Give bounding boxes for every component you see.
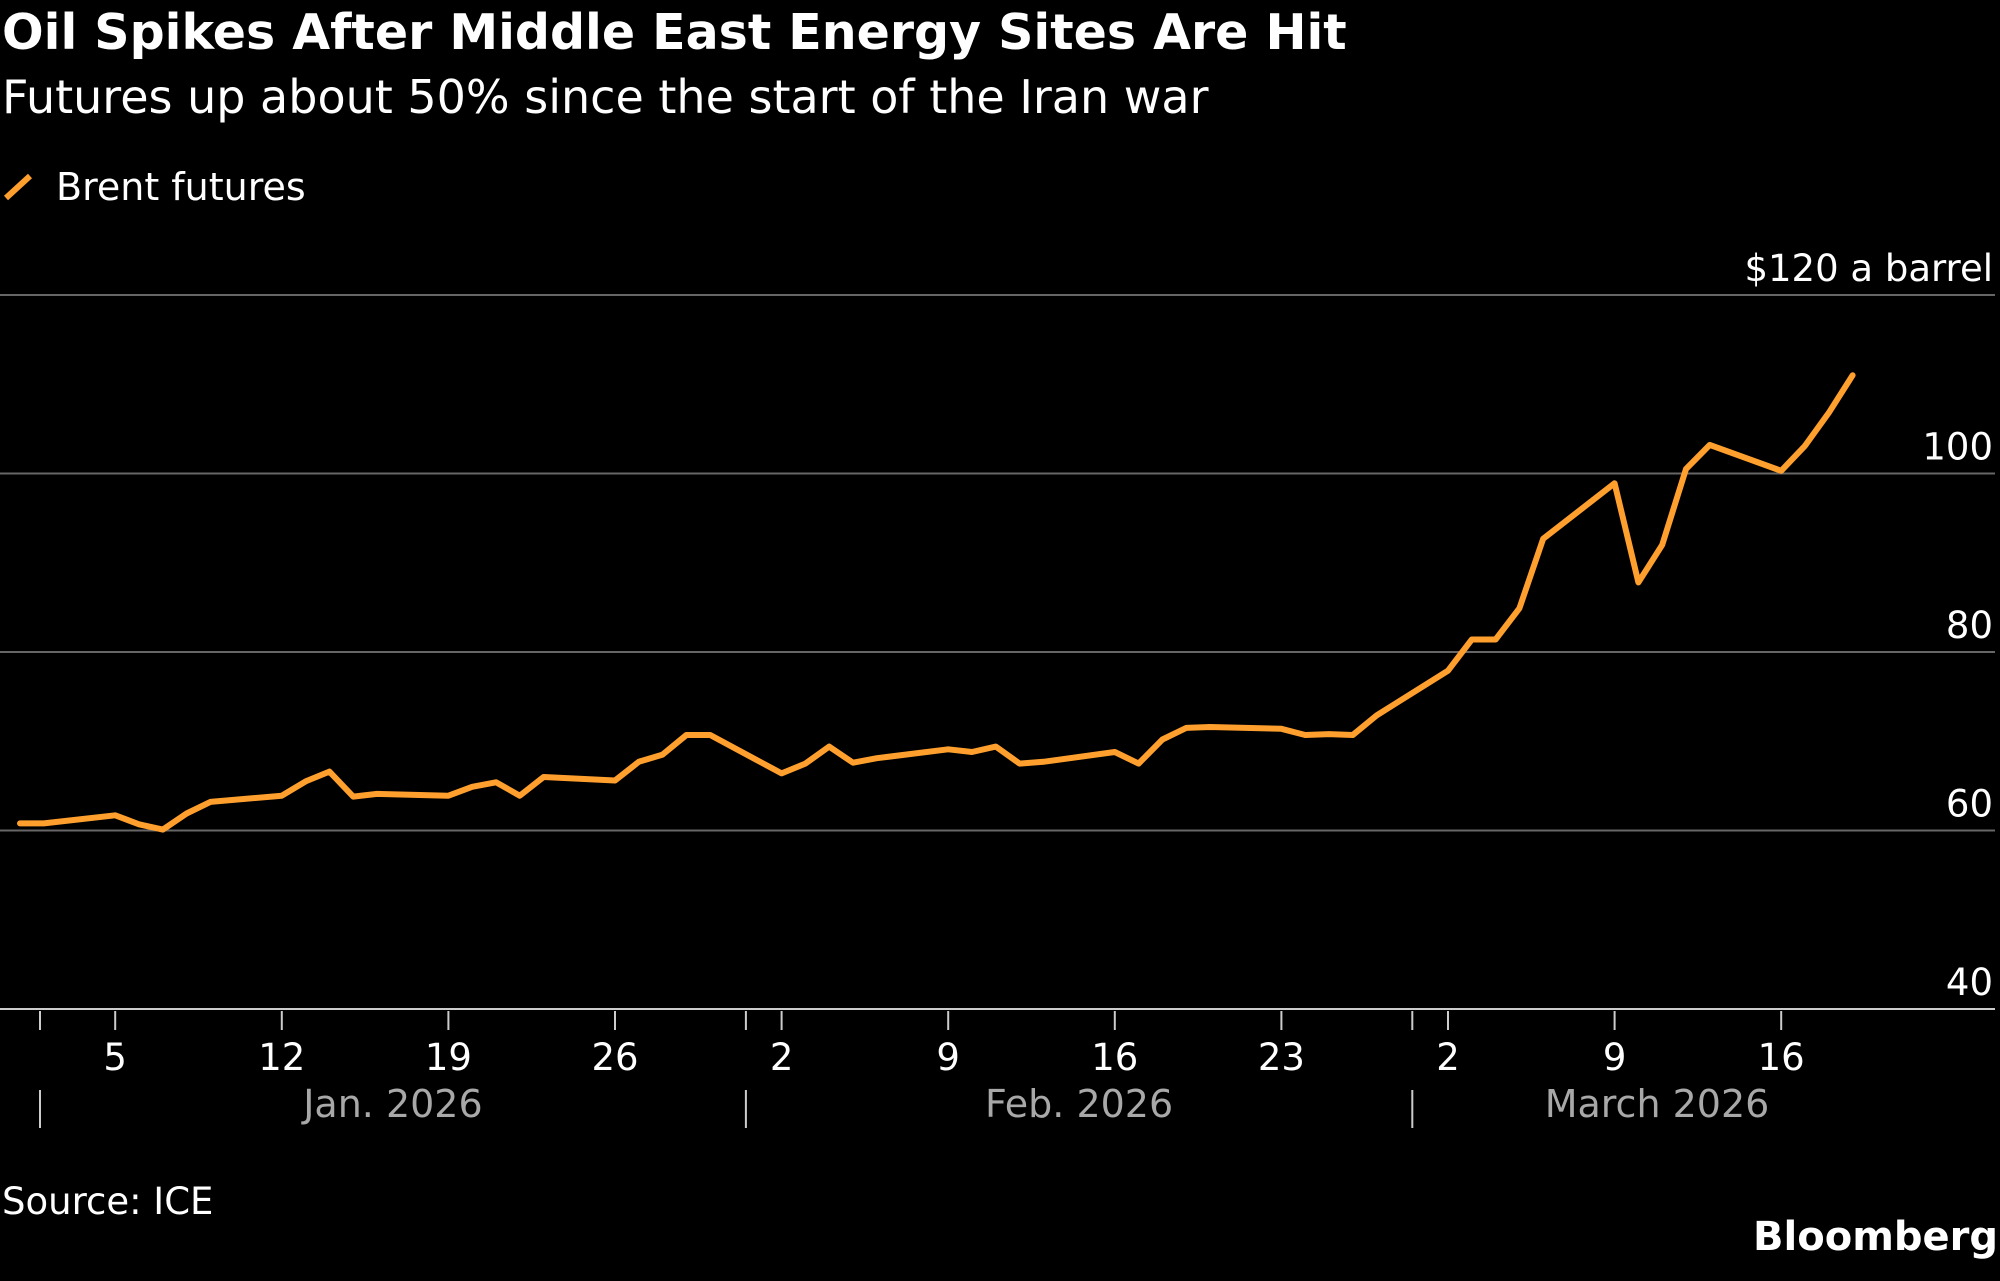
- x-tick-label: 16: [1091, 1036, 1138, 1079]
- y-tick-label: 80: [1946, 604, 1993, 647]
- chart-title: Oil Spikes After Middle East Energy Site…: [2, 4, 1347, 61]
- legend: Brent futures: [2, 165, 306, 209]
- legend-swatch-icon: [3, 173, 33, 201]
- source-note: Source: ICE: [2, 1180, 214, 1223]
- x-tick-label: 2: [1436, 1036, 1460, 1079]
- bloomberg-logo: Bloomberg: [1753, 1214, 1998, 1260]
- x-tick-label: 9: [1603, 1036, 1627, 1079]
- month-label: Jan. 2026: [301, 1082, 482, 1126]
- x-tick-label: 5: [103, 1036, 127, 1079]
- y-tick-label: 60: [1946, 783, 1993, 826]
- y-tick-label: $120 a barrel: [1744, 247, 1993, 290]
- series-line-brent-futures: [17, 372, 1856, 833]
- y-tick-label: 40: [1946, 961, 1993, 1004]
- chart-subtitle: Futures up about 50% since the start of …: [2, 70, 1209, 124]
- y-tick-label: 100: [1922, 426, 1993, 469]
- x-tick-label: 12: [258, 1036, 305, 1079]
- x-tick-label: 23: [1258, 1036, 1305, 1079]
- month-label: Feb. 2026: [985, 1082, 1173, 1126]
- x-tick-label: 26: [591, 1036, 638, 1079]
- legend-label: Brent futures: [56, 165, 306, 209]
- month-label: March 2026: [1545, 1082, 1770, 1126]
- x-tick-label: 19: [425, 1036, 472, 1079]
- x-tick-label: 9: [936, 1036, 960, 1079]
- x-tick-label: 16: [1758, 1036, 1805, 1079]
- x-tick-label: 2: [770, 1036, 794, 1079]
